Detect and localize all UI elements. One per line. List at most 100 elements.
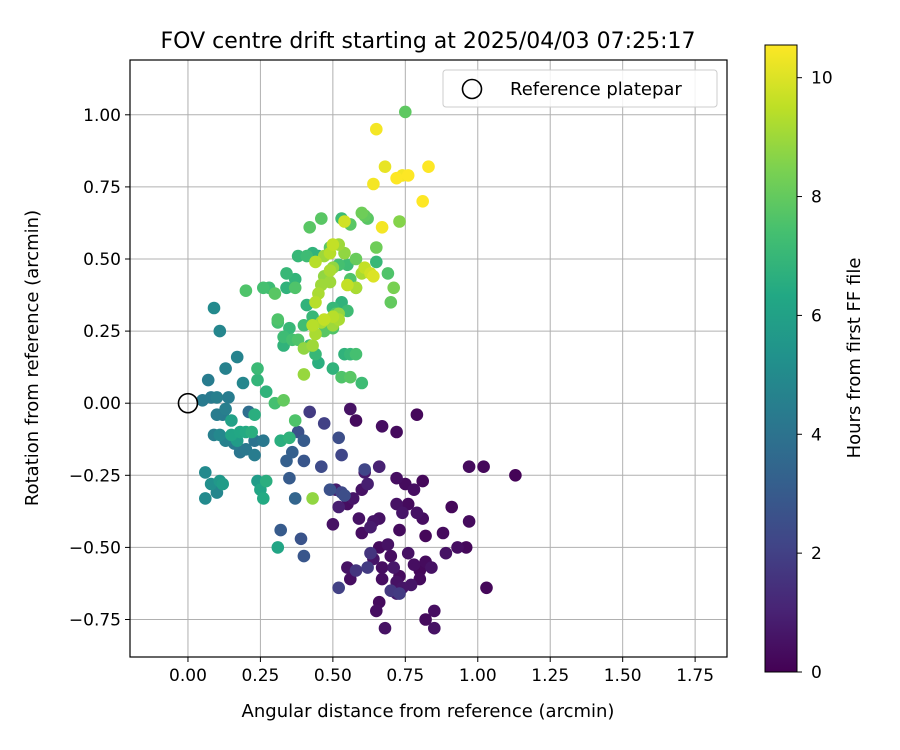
data-point [222,391,235,404]
colorbar-tick-label: 0 [811,663,822,683]
data-point [317,313,331,326]
data-point [399,105,412,119]
data-point [375,572,389,586]
data-point [401,546,415,560]
colorbar-tick-label: 10 [811,69,833,89]
x-tick-label: 0.25 [241,666,279,686]
data-point [219,402,232,416]
data-point [361,477,374,491]
plot-frame [129,59,728,658]
data-point [259,385,273,399]
data-point [344,402,357,416]
data-point [480,581,493,595]
data-point [445,500,459,514]
data-point [271,313,285,326]
y-tick-label: 0.25 [83,322,121,342]
x-tick-label: 0.50 [314,666,352,686]
data-point [462,460,476,474]
data-point [309,296,322,309]
y-axis: −0.75 −0.50 −0.25 0.00 0.25 0.50 0.75 1.00 [69,106,130,631]
data-point [393,523,406,537]
data-point [196,394,209,407]
y-tick-label: −0.75 [69,611,121,631]
reference-platepar-marker [177,392,199,414]
data-point [297,454,311,468]
data-point [338,215,351,228]
scatter-points [196,105,522,635]
data-point [236,376,250,390]
data-point [201,373,215,387]
data-point [207,301,221,315]
data-point [219,362,232,375]
data-point [245,425,258,439]
data-point [436,526,450,540]
data-point [239,284,253,298]
data-point [393,215,406,228]
data-point [309,255,322,269]
data-point [335,448,348,462]
data-point [303,221,317,234]
data-point [361,561,374,574]
data-point [332,581,346,595]
data-point [315,460,328,474]
x-tick-label: 1.25 [531,666,569,686]
data-point [291,249,305,263]
data-point [387,561,401,574]
data-point [410,408,424,422]
colorbar-tick-label: 8 [811,188,822,208]
x-tick-label: 0.75 [386,666,424,686]
data-point [297,319,311,332]
y-tick-label: 0.50 [83,250,121,270]
data-point [257,281,270,295]
colorbar-label: Hours from first FF file [844,258,865,459]
data-point [416,195,430,208]
data-point [370,255,383,269]
data-point [477,460,490,474]
data-point [274,523,288,537]
y-tick-label: −0.25 [69,466,121,486]
data-point [216,477,229,491]
data-point [416,474,430,488]
data-point [372,460,386,474]
data-point [297,368,311,381]
y-tick-label: 0.75 [83,178,121,198]
legend-box [442,69,718,108]
data-point [225,414,238,427]
data-point [230,350,244,364]
data-point [283,471,296,485]
data-point [367,270,380,283]
data-point [407,483,421,497]
data-point [419,529,432,543]
data-point [349,414,363,427]
data-point [355,206,369,220]
x-tick-label: 1.75 [676,666,714,686]
data-point [323,264,337,277]
data-point [317,417,331,430]
data-point [370,122,383,136]
data-point [280,281,293,295]
data-point [280,454,293,468]
data-point [344,370,357,384]
data-point [390,425,403,439]
data-point [367,177,380,191]
data-point [355,376,369,390]
data-point [306,492,319,505]
data-point [352,512,366,525]
data-point [451,541,464,554]
colorbar: 0 2 4 6 8 10 Hours from first FF file [764,44,865,683]
data-point [384,549,398,563]
data-point [199,492,212,505]
x-tick-label: 1.50 [604,666,642,686]
data-point [323,275,337,289]
data-point [390,471,403,485]
data-point [306,319,319,332]
data-point [393,587,406,600]
data-point [257,492,270,505]
data-point [210,391,224,404]
data-point [271,541,285,554]
data-point [349,347,363,361]
data-point [341,278,354,292]
data-point [306,339,319,352]
data-point [364,520,377,534]
